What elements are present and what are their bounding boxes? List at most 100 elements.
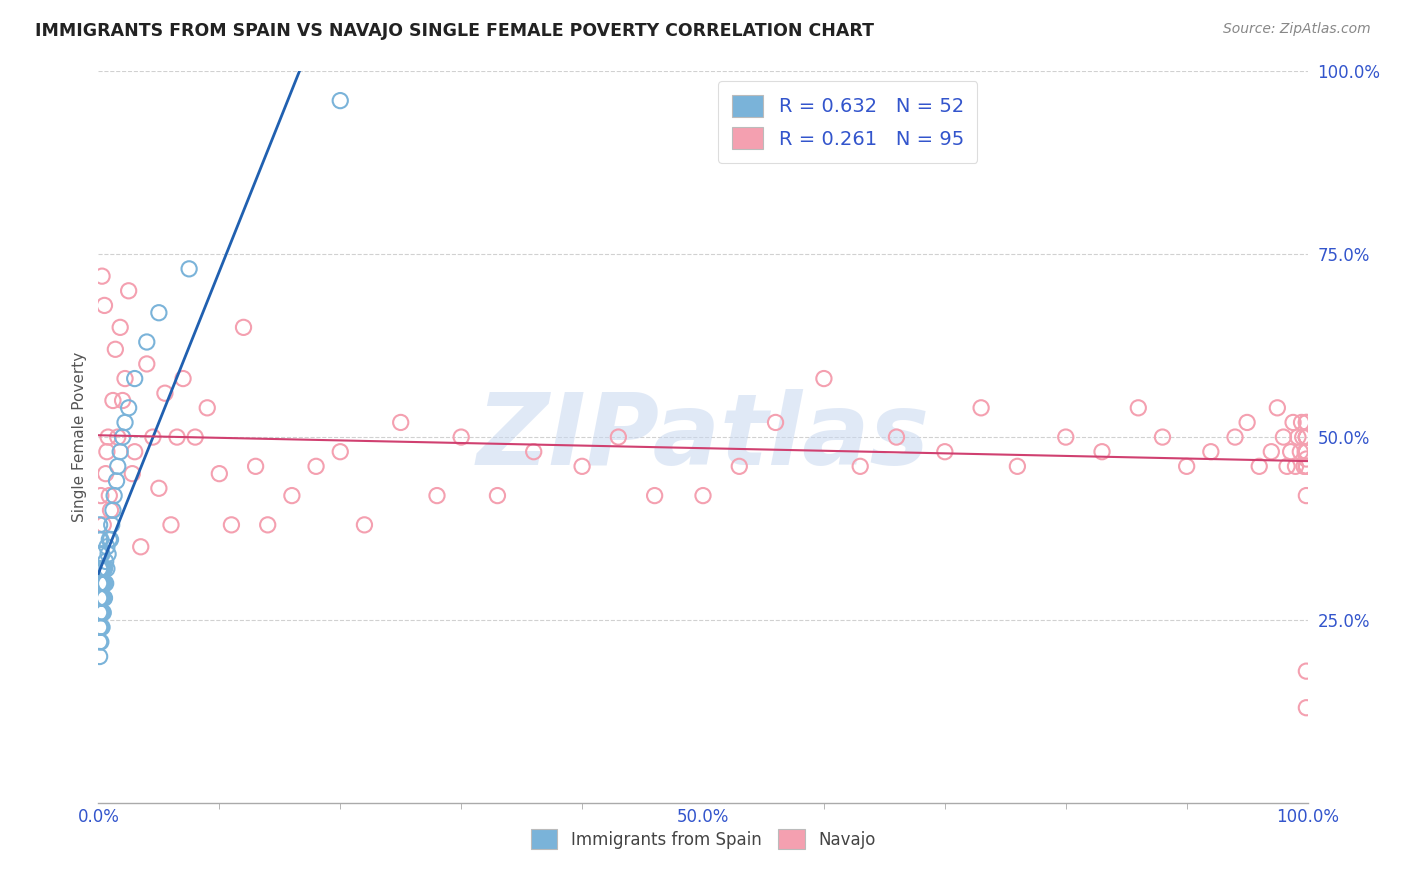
Point [179, 261, 201, 276]
Point [1284, 459, 1306, 474]
Point [1295, 416, 1317, 430]
Point [166, 430, 188, 444]
Point [692, 489, 714, 503]
Point [91, 576, 114, 591]
Point [849, 459, 872, 474]
Point [105, 474, 128, 488]
Point [1054, 430, 1077, 444]
Point [118, 401, 141, 415]
Point [124, 444, 146, 458]
Point [571, 459, 593, 474]
Point [1295, 430, 1317, 444]
Point [1272, 430, 1295, 444]
Legend: Immigrants from Spain, Navajo: Immigrants from Spain, Navajo [519, 818, 887, 860]
Point [90, 547, 112, 561]
Point [160, 517, 183, 532]
Point [1292, 459, 1315, 474]
Point [1292, 430, 1315, 444]
Point [148, 306, 170, 320]
Point [232, 320, 254, 334]
Point [1249, 459, 1271, 474]
Point [91, 576, 114, 591]
Point [89, 606, 111, 620]
Point [91, 606, 114, 620]
Text: IMMIGRANTS FROM SPAIN VS NAVAJO SINGLE FEMALE POVERTY CORRELATION CHART: IMMIGRANTS FROM SPAIN VS NAVAJO SINGLE F… [35, 22, 875, 40]
Point [934, 444, 956, 458]
Point [450, 430, 472, 444]
Point [1295, 489, 1317, 503]
Point [728, 459, 751, 474]
Point [97, 547, 120, 561]
Point [1128, 401, 1150, 415]
Point [89, 591, 111, 605]
Point [101, 503, 124, 517]
Point [114, 371, 136, 385]
Point [184, 430, 207, 444]
Point [90, 606, 112, 620]
Point [1289, 444, 1312, 458]
Point [1295, 700, 1317, 714]
Text: ZIPatlas: ZIPatlas [477, 389, 929, 485]
Point [245, 459, 267, 474]
Point [96, 444, 118, 458]
Point [94, 467, 117, 481]
Point [98, 489, 121, 503]
Point [135, 334, 157, 349]
Point [89, 620, 111, 634]
Point [89, 649, 111, 664]
Point [1199, 444, 1222, 458]
Point [91, 591, 114, 605]
Point [1279, 444, 1302, 458]
Point [103, 489, 125, 503]
Point [98, 533, 121, 547]
Point [1295, 430, 1317, 444]
Point [91, 620, 114, 634]
Point [121, 467, 143, 481]
Point [148, 481, 170, 495]
Point [329, 94, 352, 108]
Point [89, 576, 111, 591]
Point [1286, 430, 1309, 444]
Point [1295, 430, 1317, 444]
Point [108, 444, 131, 458]
Point [104, 343, 127, 357]
Point [1295, 444, 1317, 458]
Point [1295, 459, 1317, 474]
Point [644, 489, 666, 503]
Point [142, 430, 165, 444]
Point [281, 489, 304, 503]
Point [89, 517, 111, 532]
Point [607, 430, 630, 444]
Point [426, 489, 449, 503]
Point [1291, 416, 1313, 430]
Point [90, 489, 112, 503]
Point [135, 357, 157, 371]
Point [90, 576, 112, 591]
Point [94, 554, 117, 568]
Point [111, 430, 134, 444]
Point [305, 459, 328, 474]
Point [101, 393, 124, 408]
Point [118, 284, 141, 298]
Point [107, 459, 129, 474]
Y-axis label: Single Female Poverty: Single Female Poverty [72, 352, 87, 522]
Point [1275, 459, 1298, 474]
Point [114, 416, 136, 430]
Point [89, 533, 111, 547]
Point [1152, 430, 1174, 444]
Point [195, 401, 218, 415]
Point [91, 562, 114, 576]
Point [100, 533, 122, 547]
Point [89, 562, 111, 576]
Point [1294, 444, 1316, 458]
Point [1091, 444, 1114, 458]
Point [1260, 444, 1282, 458]
Point [91, 517, 114, 532]
Point [208, 467, 231, 481]
Point [91, 591, 114, 605]
Point [523, 444, 546, 458]
Point [1295, 430, 1317, 444]
Point [353, 517, 375, 532]
Point [153, 386, 176, 401]
Point [91, 547, 114, 561]
